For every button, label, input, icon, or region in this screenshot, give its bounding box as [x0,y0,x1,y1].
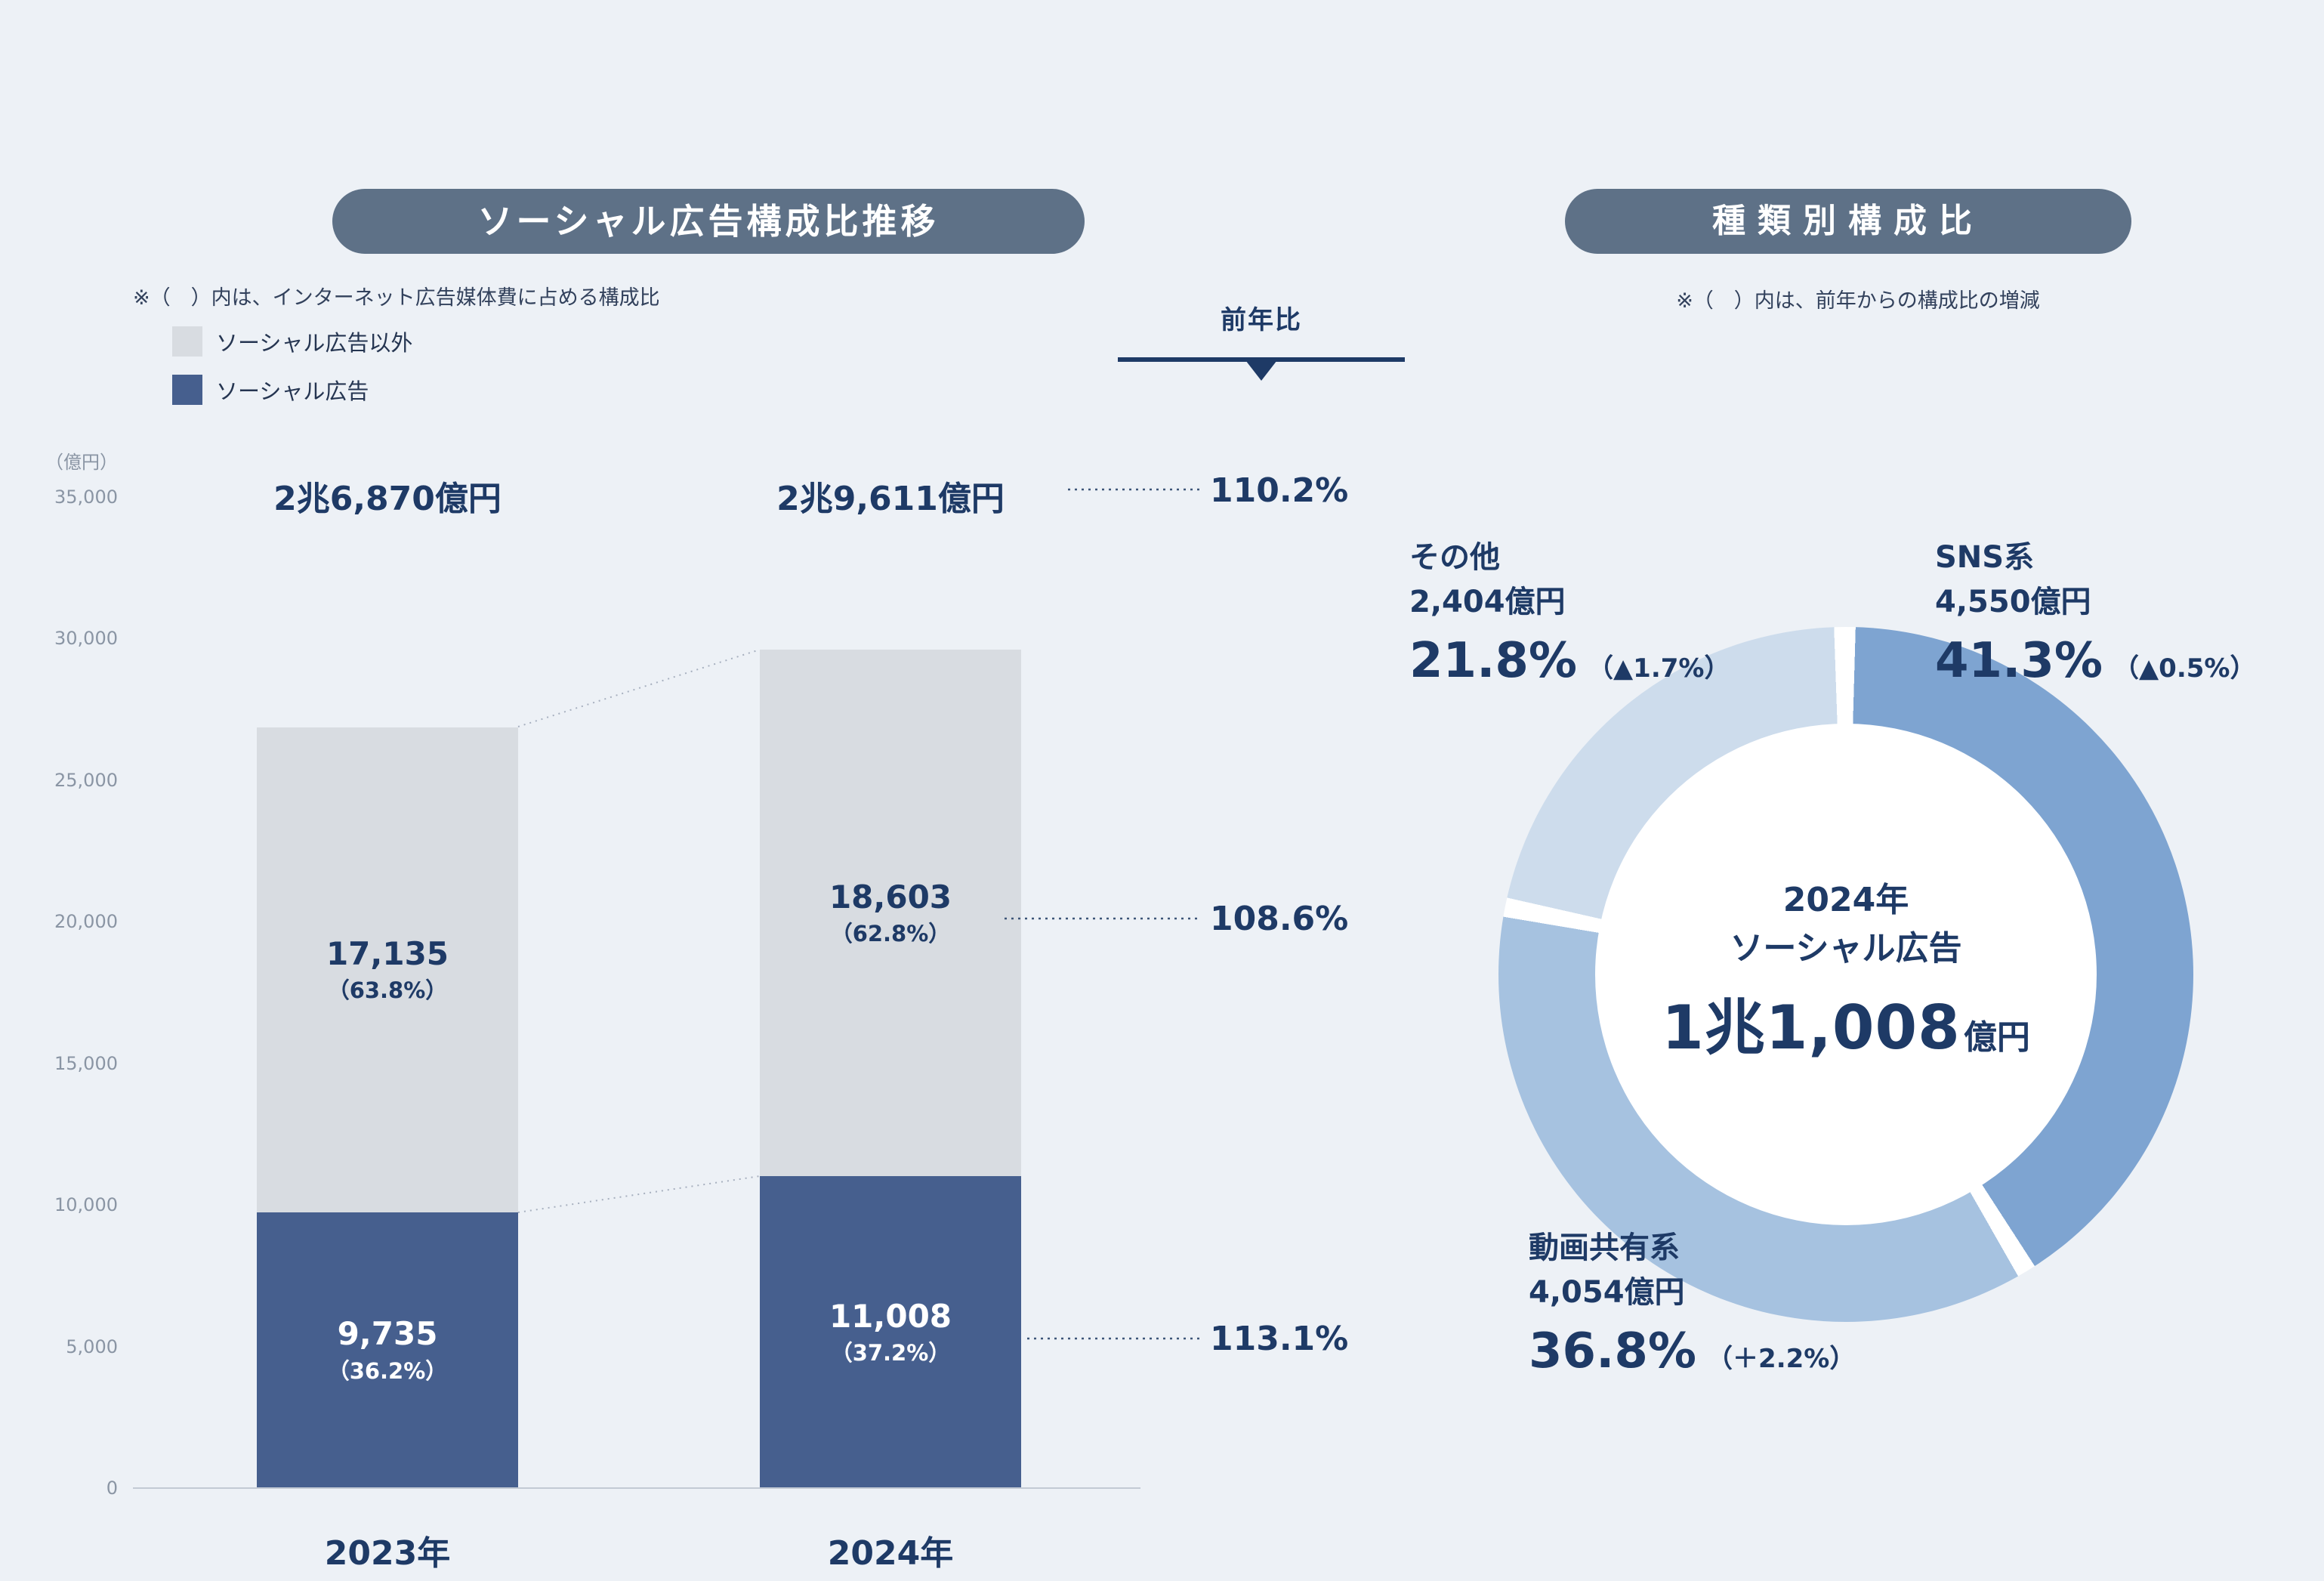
y-tick: 15,000 [54,1053,118,1074]
yoy-nonsocial-pct: 108.6% [1210,900,1349,938]
bar-segment-social-2024: 11,008 （37.2%） [760,1176,1021,1488]
y-axis-unit: （億円） [45,452,118,473]
slice-label-sns: SNS系 4,550億円 41.3% （▲0.5%） [1935,533,2255,689]
donut-center-amount-row: 1兆1,008 億円 [1662,979,2030,1067]
y-tick: 10,000 [54,1194,118,1215]
right-chart-title-pill: 種類別構成比 [1565,189,2131,254]
slice-name: その他 [1409,540,1500,575]
slice-name: SNS系 [1935,540,2035,575]
slice-amount: 2,404億円 [1409,585,1566,619]
slice-pct: 21.8% [1409,633,1578,689]
y-tick: 0 [106,1478,118,1499]
y-tick: 20,000 [54,911,118,932]
legend-swatch-nonsocial [172,326,202,357]
bar-total-2023: 2兆6,870億円 [273,480,502,518]
bar-segment-nonsocial-2024: 18,603 （62.8%） [760,650,1021,1177]
y-tick: 30,000 [54,628,118,649]
legend: ソーシャル広告以外 ソーシャル広告 [172,326,412,423]
bar-total-2024: 2兆9,611億円 [776,480,1005,518]
left-chart-note: ※（ ）内は、インターネット広告媒体費に占める構成比 [133,286,660,310]
slice-change: （▲1.7%） [1588,653,1730,684]
donut-center-unit: 億円 [1963,1018,2030,1058]
legend-item-social: ソーシャル広告 [172,375,412,405]
segment-share: （36.2%） [327,1357,448,1384]
bar-segment-nonsocial-2023: 17,135 （63.8%） [257,727,518,1213]
yoy-total-pct: 110.2% [1210,471,1349,510]
legend-item-nonsocial: ソーシャル広告以外 [172,326,412,357]
donut-center-amount: 1兆1,008 [1662,993,1961,1064]
left-chart-title-pill: ソーシャル広告構成比推移 [332,189,1085,254]
slice-label-other: その他 2,404億円 21.8% （▲1.7%） [1409,533,1730,689]
segment-value: 18,603 [829,878,952,916]
segment-value: 17,135 [326,934,449,972]
slice-pct-row: 36.8% （＋2.2%） [1529,1323,1855,1379]
y-tick: 5,000 [66,1336,118,1357]
slice-pct: 41.3% [1935,633,2103,689]
slice-label-video: 動画共有系 4,054億円 36.8% （＋2.2%） [1529,1224,1855,1379]
connector-mid [517,1175,761,1213]
legend-swatch-social [172,375,202,405]
yoy-header-label: 前年比 [1221,305,1302,335]
segment-value: 11,008 [829,1297,952,1335]
segment-value: 9,735 [337,1315,438,1353]
yoy-social-pct: 113.1% [1210,1320,1349,1358]
segment-share: （63.8%） [327,977,448,1004]
bar-segment-social-2023: 9,735 （36.2%） [257,1212,518,1488]
x-label-2023: 2023年 [324,1534,451,1573]
right-chart-title: 種類別構成比 [1712,202,1984,240]
legend-label-social: ソーシャル広告 [216,378,369,404]
segment-share: （62.8%） [830,920,951,946]
slice-amount: 4,550億円 [1935,585,2091,619]
donut-center: 2024年 ソーシャル広告 1兆1,008 億円 [1595,724,2097,1225]
y-tick: 35,000 [54,486,118,508]
donut-chart: 2024年 ソーシャル広告 1兆1,008 億円 [1498,627,2193,1322]
donut-center-year: 2024年 [1782,880,1909,919]
x-label-2024: 2024年 [827,1534,954,1573]
slice-pct-row: 21.8% （▲1.7%） [1409,633,1730,689]
slice-change: （＋2.2%） [1707,1344,1856,1374]
left-chart-title: ソーシャル広告構成比推移 [477,201,940,242]
slice-amount: 4,054億円 [1529,1275,1685,1310]
connector-top [517,649,761,727]
legend-label-nonsocial: ソーシャル広告以外 [216,330,413,356]
donut-center-label: ソーシャル広告 [1730,929,1962,968]
slice-name: 動画共有系 [1529,1231,1680,1265]
yoy-arrow-down-icon [1243,357,1279,381]
slice-pct: 36.8% [1529,1323,1697,1379]
slice-change: （▲0.5%） [2113,653,2256,684]
slice-pct-row: 41.3% （▲0.5%） [1935,633,2255,689]
segment-share: （37.2%） [830,1339,951,1366]
right-chart-note: ※（ ）内は、前年からの構成比の増減 [1676,289,2040,313]
y-tick: 25,000 [54,770,118,791]
